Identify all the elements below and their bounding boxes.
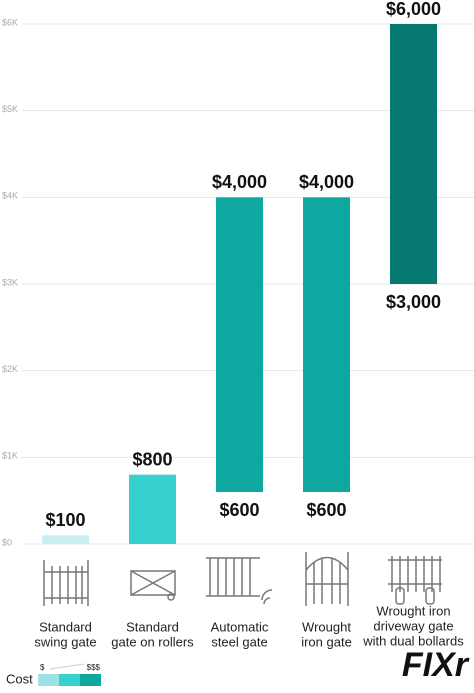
legend-low-label: $ (40, 663, 45, 672)
value-label: $100 (45, 510, 85, 530)
y-tick-label: $0 (2, 537, 12, 547)
y-tick-label: $5K (2, 104, 18, 114)
wrought-gate-icon (305, 552, 349, 606)
x-tick-label: Automatic (211, 619, 269, 634)
legend-swatch (59, 674, 80, 686)
bar (129, 474, 176, 544)
x-tick-label: swing gate (34, 634, 96, 649)
y-tick-label: $6K (2, 17, 18, 27)
value-label: $4,000 (299, 172, 354, 192)
logo: FIXr (402, 646, 470, 684)
x-tick-label: with dual bollards (362, 633, 464, 648)
x-tick-label: iron gate (301, 634, 352, 649)
legend-swatch (80, 674, 101, 686)
low-value-label: $600 (219, 500, 259, 520)
gate-icons (43, 552, 442, 606)
driveway-gate-icon (388, 556, 442, 605)
bar (303, 197, 350, 493)
automatic-gate-icon (206, 557, 273, 605)
x-tick-label: steel gate (211, 634, 267, 649)
x-tick-label: Standard (39, 619, 92, 634)
x-tick-label: Wrought (302, 619, 351, 634)
low-value-label: $600 (306, 500, 346, 520)
low-value-label: $3,000 (386, 292, 441, 312)
value-label: $800 (132, 449, 172, 469)
swing-gate-icon (43, 560, 89, 606)
legend-swatch (38, 674, 59, 686)
bar (390, 24, 437, 284)
bar (216, 197, 263, 493)
roller-gate-icon (130, 570, 176, 601)
y-tick-label: $1K (2, 451, 18, 461)
legend-high-label: $$$ (87, 663, 101, 672)
x-tick-label: driveway gate (373, 618, 453, 633)
x-tick-label: Wrought iron (376, 603, 450, 618)
y-tick-label: $3K (2, 277, 18, 287)
y-tick-label: $4K (2, 191, 18, 201)
bar (42, 535, 89, 544)
x-tick-label: gate on rollers (111, 634, 194, 649)
value-label: $6,000 (386, 0, 441, 19)
value-label: $4,000 (212, 172, 267, 192)
legend-title: Cost (6, 671, 33, 686)
x-tick-label: Standard (126, 619, 179, 634)
y-tick-label: $2K (2, 364, 18, 374)
legend-wedge (49, 663, 85, 670)
